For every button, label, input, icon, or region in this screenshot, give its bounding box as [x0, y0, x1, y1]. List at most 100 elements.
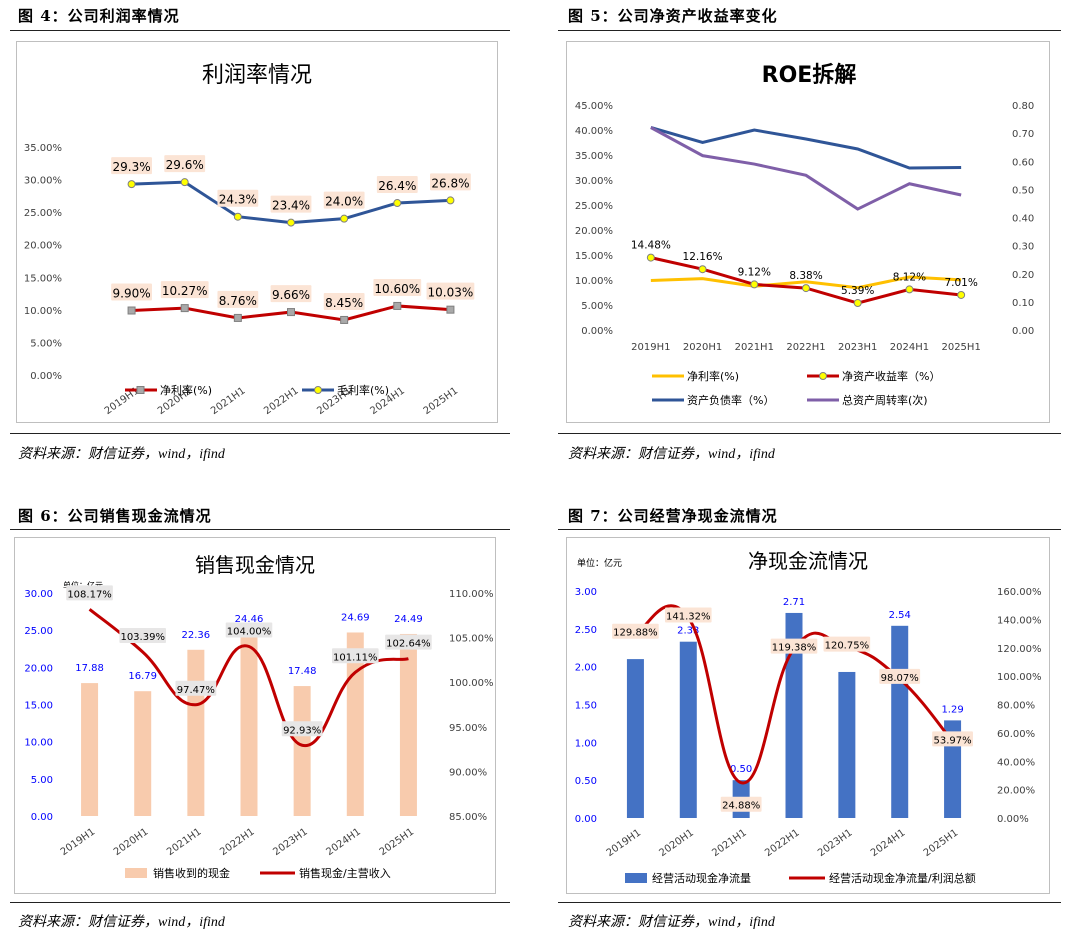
bar-value-label: 17.48: [288, 666, 317, 677]
figure-4-caption: 图 4：公司利润率情况: [18, 7, 180, 25]
x-tick-label: 2020H1: [112, 826, 151, 858]
chart-title: 净现金流情况: [748, 549, 868, 573]
y-tick-label-right: 100.00%: [997, 672, 1042, 683]
data-label: 141.32%: [666, 612, 711, 623]
y-tick-label-left: 1.50: [575, 701, 597, 712]
y-tick-label-right: 120.00%: [997, 644, 1042, 655]
data-label: 26.4%: [378, 179, 416, 193]
x-tick-label: 2022H1: [786, 342, 825, 353]
data-label-background: [217, 290, 259, 308]
data-label: 9.66%: [272, 288, 310, 302]
y-tick-label-right: 60.00%: [997, 729, 1035, 740]
y-tick-label-left: 0.50: [575, 776, 597, 787]
profit-margin-chart: 利润率情况 0.00% 5.00% 10.00% 15.00% 20.00% 25.00% 3…: [24, 63, 475, 417]
data-label: 129.88%: [613, 628, 658, 639]
y-tick-label: 25.00%: [24, 208, 62, 219]
series-line-cash-ratio: [88, 608, 409, 747]
figure-7-top-rule: [558, 529, 1061, 530]
data-label-background: [66, 585, 113, 601]
y-tick-label-right: 0.60: [1012, 157, 1034, 168]
legend-label: 资产负债率（%）: [687, 393, 774, 407]
data-label-background: [430, 173, 471, 191]
series-line-debt-ratio: [650, 126, 962, 170]
series-line-net-margin: [650, 275, 962, 290]
legend-label: 经营活动现金净流量/利润总额: [829, 871, 976, 885]
bar-value-label: 2.71: [783, 597, 805, 608]
data-label: 10.27%: [162, 284, 208, 298]
bar: [679, 641, 697, 818]
y-tick-label-left: 10.00%: [575, 276, 613, 287]
x-tick-label: 2021H1: [165, 826, 204, 858]
x-tick-label: 2019H1: [605, 827, 644, 859]
x-tick-label: 2019H1: [59, 826, 98, 858]
y-tick-label: 0.00%: [30, 371, 62, 382]
legend-marker: [136, 386, 145, 394]
y-tick-label-right: 0.20: [1012, 270, 1034, 281]
data-label: 24.0%: [325, 195, 363, 209]
data-label-background: [770, 638, 818, 654]
legend-label: 总资产周转率(次): [842, 393, 928, 407]
data-label: 5.39%: [841, 285, 874, 297]
x-tick-label: 2025H1: [922, 827, 961, 859]
x-tick-label: 2021H1: [209, 385, 248, 417]
data-label: 14.48%: [631, 240, 671, 252]
data-point: [287, 308, 295, 317]
bar-value-label: 24.69: [341, 612, 370, 623]
bar-value-label: 22.36: [182, 630, 211, 641]
data-label: 108.17%: [67, 589, 112, 600]
data-point: [287, 218, 295, 227]
y-tick-label-right: 0.00: [1012, 326, 1034, 337]
data-label-background: [664, 607, 712, 623]
sales-cash-chart-frame: 销售现金情况单位：亿元 0.00 5.00 10.00 15.00 20.00 25.00 3…: [14, 537, 496, 894]
data-label-background: [823, 636, 871, 652]
legend-swatch-bar: [125, 868, 147, 878]
data-label: 102.64%: [386, 639, 431, 650]
bar: [293, 686, 311, 816]
figure-5-top-rule: [558, 30, 1061, 31]
bar: [187, 649, 205, 816]
x-tick-label: 2021H1: [710, 827, 749, 859]
y-tick-label-left: 15.00%: [575, 251, 613, 262]
data-point: [905, 285, 914, 294]
net-cash-chart-frame: 净现金流情况 单位：亿元 0.00 0.50 1.00 1.50 2.00 2.50 3.00 0…: [566, 537, 1050, 894]
data-label-background: [879, 668, 921, 684]
bar-value-label: 1.29: [941, 704, 963, 715]
x-tick-label: 2022H1: [763, 827, 802, 859]
data-label: 8.76%: [219, 294, 257, 308]
data-label-background: [175, 680, 217, 696]
data-label: 29.6%: [166, 158, 204, 172]
x-tick-label: 2020H1: [683, 342, 722, 353]
bar: [626, 659, 644, 818]
figure-6-source: 资料来源：财信证券，wind，ifind: [18, 915, 225, 930]
data-label: 119.38%: [772, 643, 817, 654]
y-tick-label: 5.00%: [30, 338, 62, 349]
y-tick-label-right: 85.00%: [449, 812, 487, 823]
bar: [838, 671, 856, 818]
y-tick-label-right: 40.00%: [997, 757, 1035, 768]
legend-label: 毛利率(%): [337, 383, 389, 397]
net-cash-chart: 净现金流情况 单位：亿元 0.00 0.50 1.00 1.50 2.00 2.50 3.00 0…: [575, 549, 1042, 885]
legend-label: 净利率(%): [160, 383, 212, 397]
y-tick-label-right: 0.80: [1012, 101, 1034, 112]
data-label-background: [385, 634, 432, 650]
y-tick-label-left: 1.00: [575, 738, 597, 749]
figure-5-caption: 图 5：公司净资产收益率变化: [568, 7, 778, 25]
y-tick-label-left: 25.00%: [575, 201, 613, 212]
y-tick-label-left: 25.00: [24, 626, 53, 637]
figure-4-bottom-rule: [10, 433, 510, 434]
data-point: [802, 284, 810, 293]
y-tick-label-right: 160.00%: [997, 587, 1042, 598]
x-tick-label: 2019H1: [631, 342, 670, 353]
data-label-background: [331, 648, 379, 664]
figure-7-caption: 图 7：公司经营净现金流情况: [568, 507, 778, 525]
unit-label: 单位：亿元: [63, 580, 103, 590]
data-label: 92.93%: [283, 725, 321, 736]
bar-value-label: 17.88: [75, 663, 104, 674]
data-point: [127, 306, 136, 315]
legend-label: 经营活动现金净流量: [652, 871, 751, 885]
data-label-background: [720, 796, 762, 812]
x-tick-label: 2024H1: [869, 827, 908, 859]
y-tick-label-right: 0.50: [1012, 185, 1034, 196]
data-label: 9.12%: [738, 266, 771, 278]
figure-5-source: 资料来源：财信证券，wind，ifind: [568, 447, 775, 462]
